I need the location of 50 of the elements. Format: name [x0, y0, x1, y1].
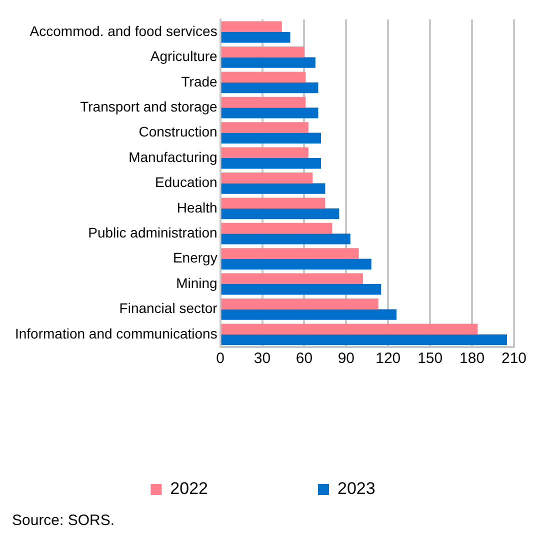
bar [221, 32, 290, 43]
x-tick-label: 210 [501, 350, 527, 368]
y-tick-label: Construction [138, 124, 218, 140]
bar [221, 222, 332, 234]
y-tick-label: Agriculture [150, 48, 218, 64]
x-tick-label: 60 [296, 350, 313, 368]
y-tick-label: Financial sector [119, 300, 218, 316]
bar [221, 309, 397, 320]
legend-label: 2023 [338, 479, 376, 498]
bar [221, 82, 318, 94]
bar [221, 248, 359, 259]
bar [221, 46, 304, 58]
bar [221, 234, 350, 244]
bar [221, 298, 378, 310]
y-tick-label: Public administration [88, 224, 218, 240]
x-tick-label: 30 [254, 350, 271, 368]
bar [221, 132, 322, 144]
legend-label: 2022 [170, 479, 208, 498]
x-tick-label: 180 [460, 350, 485, 368]
y-tick-label: Trade [181, 73, 218, 90]
bar [221, 172, 313, 184]
bar [221, 334, 508, 346]
y-tick-label: Energy [172, 250, 218, 266]
bar [221, 273, 363, 284]
bar [221, 72, 306, 82]
y-tick-label: Health [176, 199, 218, 216]
bar [221, 324, 478, 334]
y-tick-label: Manufacturing [128, 148, 218, 165]
bar [221, 57, 316, 68]
bar [221, 208, 340, 220]
y-tick-label: Mining [176, 274, 218, 291]
x-tick-label: 120 [376, 350, 401, 368]
x-tick-label: 150 [418, 350, 443, 368]
bar [221, 122, 308, 133]
y-tick-label: Information and communications [14, 325, 218, 342]
y-tick-label: Education [155, 174, 218, 190]
bar [221, 284, 382, 295]
source-note: Source: SORS. [12, 512, 116, 529]
bar [221, 96, 306, 108]
bar [221, 258, 372, 270]
bar [221, 183, 326, 194]
bar [221, 147, 308, 158]
y-tick-label: Transport and storage [80, 98, 218, 114]
bar [221, 21, 282, 32]
y-tick-label: Accommod. and food services [30, 22, 218, 39]
x-tick-label: 90 [338, 350, 355, 368]
bar [221, 198, 326, 208]
bar [221, 158, 322, 169]
bar [221, 108, 318, 118]
x-tick-label: 0 [216, 350, 224, 368]
